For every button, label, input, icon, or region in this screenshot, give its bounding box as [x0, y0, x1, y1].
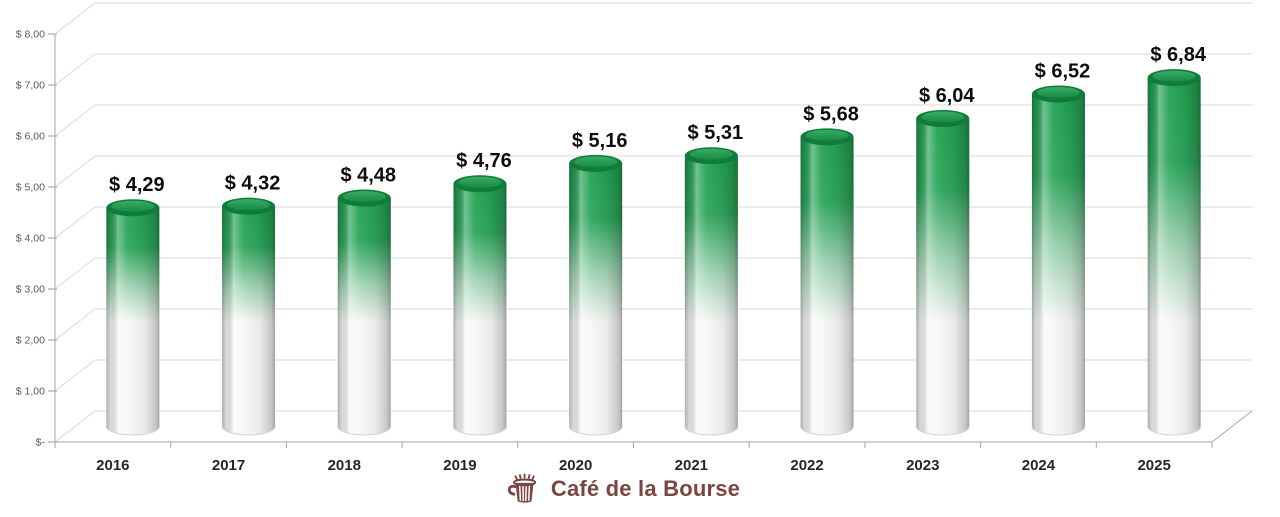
bar-cylinder-shading — [222, 206, 276, 435]
y-tick-label: $ 3,00 — [16, 284, 45, 296]
bar-value-label-2024: $ 6,52 — [1035, 60, 1091, 82]
bar-bottom-edge — [105, 426, 160, 436]
gridline-diagonal — [54, 308, 96, 341]
gridline-diagonal — [54, 104, 96, 137]
y-tick-label: $ 7,00 — [16, 80, 45, 92]
bar-cylinder-shading — [1031, 93, 1085, 435]
gridline-diagonal — [54, 155, 96, 188]
x-tick-label-2017: 2017 — [212, 457, 245, 474]
bar-cap-top — [227, 199, 271, 211]
bar-cap-top — [921, 111, 965, 123]
bar-cylinder-shading — [684, 155, 738, 435]
y-tick-label: $ 4,00 — [16, 233, 45, 245]
x-tick-label-2019: 2019 — [443, 457, 476, 474]
bar-cap-top — [458, 176, 502, 188]
x-tick-label-2022: 2022 — [790, 457, 823, 474]
bar-bottom-edge — [337, 426, 392, 436]
x-tick-label-2016: 2016 — [96, 457, 129, 474]
bar-cap-top — [342, 191, 386, 203]
floor-diagonal-left — [54, 410, 96, 443]
gridline-diagonal — [54, 206, 96, 239]
bar-cap-top — [1152, 70, 1196, 82]
bar-value-label-2016: $ 4,29 — [109, 174, 165, 196]
bar-cylinder-shading — [800, 136, 854, 435]
x-tick-label-2025: 2025 — [1137, 457, 1170, 474]
y-tick-label: $ 8,00 — [16, 29, 45, 41]
y-tick-label: $- — [36, 437, 46, 449]
gridline-diagonal — [54, 2, 96, 35]
bar-value-label-2021: $ 5,31 — [688, 122, 744, 144]
bar-cap-top — [689, 148, 733, 160]
bar-bottom-edge — [684, 426, 739, 436]
y-tick-label: $ 5,00 — [16, 182, 45, 194]
bar-value-label-2019: $ 4,76 — [456, 150, 512, 172]
brand-logo: Café de la Bourse — [504, 472, 740, 506]
x-tick-label-2018: 2018 — [328, 457, 361, 474]
floor-diagonal-right — [1211, 410, 1253, 443]
gridline-diagonal — [54, 359, 96, 392]
bar-bottom-edge — [1031, 426, 1086, 436]
coffee-cup-icon — [507, 473, 537, 503]
bar-bottom-edge — [1147, 426, 1202, 436]
bar-bottom-edge — [452, 426, 507, 436]
bar-bottom-edge — [221, 426, 276, 436]
bar-cap-top — [111, 200, 155, 212]
bar-cap-top — [574, 156, 618, 168]
bar-bottom-edge — [915, 426, 970, 436]
x-tick-label-2023: 2023 — [906, 457, 939, 474]
bar-cylinder-shading — [337, 198, 391, 435]
bar-cylinder-shading — [569, 163, 623, 435]
bar-value-label-2023: $ 6,04 — [919, 85, 975, 107]
y-tick-label: $ 1,00 — [16, 386, 45, 398]
bar-cylinder-shading — [1147, 77, 1201, 435]
bar-value-label-2018: $ 4,48 — [340, 165, 396, 187]
bar-cylinder-shading — [106, 207, 160, 435]
bar-bottom-edge — [800, 426, 855, 436]
bar-bottom-edge — [568, 426, 623, 436]
bar-value-label-2022: $ 5,68 — [803, 103, 859, 125]
bar-cap-top — [805, 129, 849, 141]
brand-name: Café de la Bourse — [550, 476, 741, 501]
x-tick-label-2024: 2024 — [1022, 457, 1056, 474]
x-tick-label-2020: 2020 — [559, 457, 592, 474]
bar-value-label-2020: $ 5,16 — [572, 130, 628, 152]
bar-cylinder-shading — [916, 118, 970, 436]
bar-value-label-2017: $ 4,32 — [225, 173, 281, 195]
bar-cap-top — [1036, 86, 1080, 98]
bar-value-label-2025: $ 6,84 — [1150, 44, 1206, 66]
gridline-diagonal — [54, 53, 96, 86]
y-tick-label: $ 2,00 — [16, 335, 45, 347]
gridline-diagonal — [54, 257, 96, 290]
y-tick-label: $ 6,00 — [16, 131, 45, 143]
x-tick-label-2021: 2021 — [675, 457, 708, 474]
bar-cylinder-shading — [453, 183, 507, 435]
